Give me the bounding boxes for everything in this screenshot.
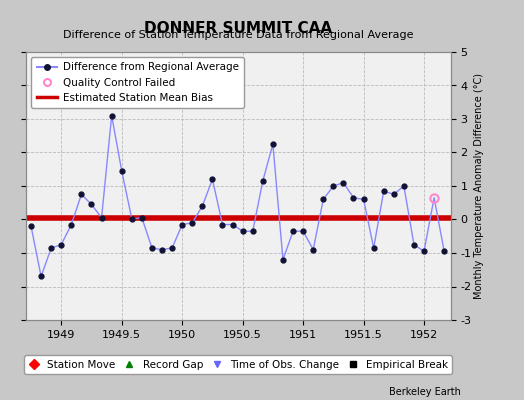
Title: DONNER SUMMIT CAA: DONNER SUMMIT CAA (144, 20, 333, 36)
Y-axis label: Monthly Temperature Anomaly Difference (°C): Monthly Temperature Anomaly Difference (… (474, 73, 484, 299)
Text: Berkeley Earth: Berkeley Earth (389, 387, 461, 397)
Text: Difference of Station Temperature Data from Regional Average: Difference of Station Temperature Data f… (63, 30, 413, 40)
Legend: Station Move, Record Gap, Time of Obs. Change, Empirical Break: Station Move, Record Gap, Time of Obs. C… (25, 356, 452, 374)
